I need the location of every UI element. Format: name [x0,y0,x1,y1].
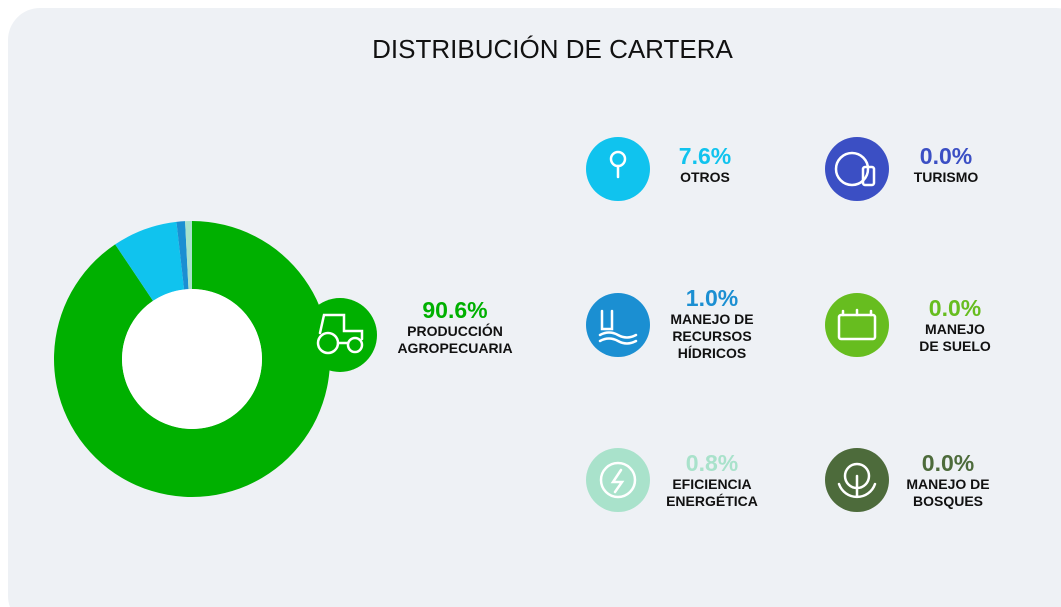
donut-slice [54,221,330,497]
donut-slice [185,221,192,290]
icon-glyph [598,309,638,345]
legend-item: 0.0% TURISMO [896,143,996,186]
icon-circle [586,448,650,512]
legend-item: 90.6% PRODUCCIÓN AGROPECUARIA [390,297,520,357]
glyph-part [318,313,364,345]
legend-item: 0.0% MANEJO DE BOSQUES [898,450,998,510]
value-label: 90.6% [422,297,488,323]
glyph-part [599,461,637,499]
glyph-part [834,151,870,187]
value-label: 0.0% [921,450,975,476]
category-label: MANEJO DE RECURSOS HÍDRICOS [670,311,754,361]
icon-glyph [837,462,877,499]
icon-glyph [837,308,877,341]
icon-glyph [834,151,876,187]
value-label: 0.0% [919,143,973,169]
legend-item: 0.8% EFICIENCIA ENERGÉTICA [657,450,767,510]
donut-hole [122,289,262,429]
icon-circle [586,293,650,357]
glyph-part [598,309,638,345]
icon-glyph [609,150,627,179]
icon-glyph [599,461,637,499]
glyph-part [841,308,873,317]
value-label: 0.8% [685,450,739,476]
icon-glyph [316,313,364,355]
glyph-part [861,165,876,187]
legend-item: 0.0% MANEJO DE SUELO [916,295,994,355]
glyph-part [837,474,877,499]
category-label: TURISMO [913,169,979,185]
category-label: MANEJO DE BOSQUES [906,476,990,509]
donut-slice [176,221,189,290]
icon-circle [825,293,889,357]
legend-item: 1.0% MANEJO DE RECURSOS HÍDRICOS [662,285,762,362]
legend-item: 7.6% OTROS [655,143,755,186]
category-label: PRODUCCIÓN AGROPECUARIA [397,323,513,356]
category-label: OTROS [680,169,730,185]
value-label: 1.0% [685,285,739,311]
value-label: 7.6% [678,143,732,169]
donut-slice [115,221,185,301]
category-label: MANEJO DE SUELO [919,321,991,354]
glyph-part [610,468,625,494]
icon-circle [303,298,377,372]
value-label: 0.0% [928,295,982,321]
category-label: EFICIENCIA ENERGÉTICA [666,476,758,509]
icon-circle [825,137,889,201]
glyph-part [346,336,364,354]
chart-title: DISTRIBUCIÓN DE CARTERA [372,34,733,64]
